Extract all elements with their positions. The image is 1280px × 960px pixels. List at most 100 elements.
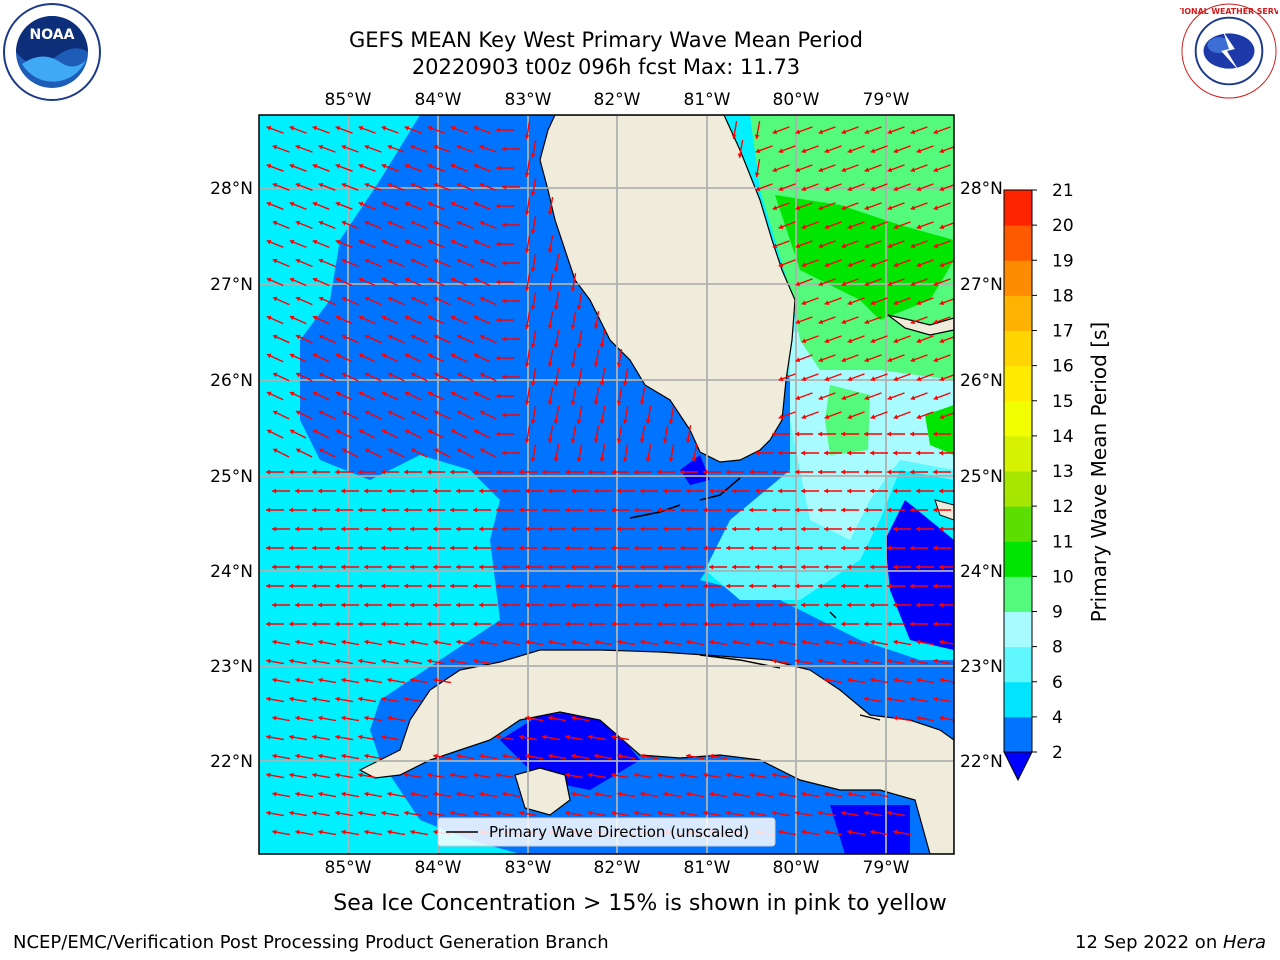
wave-direction-arrowhead bbox=[657, 583, 662, 589]
wave-direction-arrowhead bbox=[312, 391, 318, 397]
colorbar-tick-label: 15 bbox=[1052, 392, 1074, 412]
wave-direction-arrowhead bbox=[364, 715, 369, 721]
wave-direction-arrowhead bbox=[450, 353, 456, 359]
wave-direction-arrowhead bbox=[272, 639, 277, 645]
wave-direction-arrowhead bbox=[870, 224, 876, 230]
wave-direction-arrowhead bbox=[502, 260, 507, 266]
wave-direction-arrowhead bbox=[818, 507, 823, 513]
wave-direction-arrowhead bbox=[778, 262, 784, 268]
footer-date: 12 Sep 2022 on bbox=[1075, 932, 1223, 953]
wave-direction-arrowhead bbox=[939, 715, 944, 721]
wave-direction-arrowhead bbox=[341, 715, 346, 721]
wave-direction-arrowhead bbox=[686, 753, 691, 759]
wave-direction-arrowhead bbox=[732, 639, 737, 645]
wave-direction-arrowhead bbox=[364, 602, 369, 608]
wave-direction-arrowhead bbox=[818, 319, 824, 325]
wave-direction-arrowhead bbox=[525, 564, 530, 570]
wave-direction-arrowhead bbox=[295, 488, 300, 494]
wave-direction-arrowhead bbox=[801, 488, 806, 494]
wave-direction-arrowhead bbox=[456, 220, 462, 226]
wave-direction-arrowhead bbox=[778, 450, 783, 456]
wave-direction-arrowhead bbox=[312, 125, 318, 131]
wave-direction-arrowhead bbox=[933, 469, 938, 475]
wave-direction-arrowhead bbox=[703, 772, 708, 778]
wave-direction-arrowhead bbox=[364, 488, 369, 494]
wave-direction-arrowhead bbox=[686, 488, 691, 494]
wave-direction-arrowhead bbox=[570, 362, 576, 367]
wave-direction-arrowhead bbox=[410, 564, 415, 570]
lat-tick-right: 23°N bbox=[960, 657, 1003, 677]
wave-direction-arrowhead bbox=[565, 734, 570, 740]
wave-direction-arrowhead bbox=[691, 457, 697, 462]
wave-direction-arrowhead bbox=[502, 791, 507, 797]
wave-direction-arrowhead bbox=[427, 163, 433, 169]
wave-direction-arrowhead bbox=[387, 791, 392, 797]
wave-direction-arrowhead bbox=[266, 239, 272, 245]
wave-direction-arrowhead bbox=[801, 829, 806, 835]
lon-tick-bottom: 83°W bbox=[505, 858, 552, 878]
wave-direction-arrowhead bbox=[473, 507, 478, 513]
wave-direction-arrowhead bbox=[530, 229, 536, 234]
wave-direction-arrowhead bbox=[381, 583, 386, 589]
wave-direction-arrowhead bbox=[433, 296, 439, 302]
wave-direction-arrowhead bbox=[542, 583, 547, 589]
wave-direction-arrowhead bbox=[433, 526, 438, 532]
wave-direction-arrowhead bbox=[887, 243, 893, 249]
wave-direction-arrowhead bbox=[933, 545, 938, 551]
wave-direction-arrowhead bbox=[893, 488, 898, 494]
wave-direction-arrowhead bbox=[318, 144, 324, 150]
wave-direction-arrowhead bbox=[335, 583, 340, 589]
wave-direction-arrowhead bbox=[686, 564, 691, 570]
wave-direction-arrowhead bbox=[364, 526, 369, 532]
wave-direction-arrowhead bbox=[824, 186, 830, 192]
wave-direction-arrowhead bbox=[496, 734, 501, 740]
wave-direction-arrowhead bbox=[364, 677, 369, 683]
wave-direction-arrowhead bbox=[818, 658, 823, 664]
wave-direction-arrowhead bbox=[939, 677, 944, 683]
period-zone-under-2-east bbox=[885, 500, 954, 650]
wave-direction-arrowhead bbox=[841, 205, 847, 211]
wave-direction-arrowhead bbox=[749, 545, 754, 551]
wave-direction-arrowhead bbox=[824, 414, 830, 420]
wave-direction-arrowhead bbox=[266, 391, 272, 397]
wave-direction-arrowhead bbox=[864, 621, 869, 627]
colorbar-swatch bbox=[1004, 400, 1032, 437]
wave-direction-arrowhead bbox=[473, 658, 478, 664]
wave-direction-arrowhead bbox=[272, 334, 278, 340]
wave-direction-arrowhead bbox=[588, 583, 593, 589]
wave-direction-arrowhead bbox=[335, 658, 340, 664]
wave-direction-arrowhead bbox=[524, 400, 530, 405]
nws-logo: NATIONAL WEATHER SERVICE bbox=[1180, 3, 1278, 99]
wave-direction-arrowhead bbox=[410, 829, 415, 835]
wave-direction-arrowhead bbox=[576, 305, 582, 310]
wave-direction-arrowhead bbox=[266, 353, 272, 359]
wave-direction-arrowhead bbox=[622, 419, 628, 424]
wave-direction-arrowhead bbox=[818, 129, 824, 135]
wave-direction-arrowhead bbox=[451, 429, 456, 434]
wave-direction-arrowhead bbox=[772, 469, 777, 475]
wave-direction-arrowhead bbox=[755, 602, 760, 608]
wave-direction-arrowhead bbox=[939, 224, 945, 230]
wave-direction-arrowhead bbox=[381, 469, 386, 475]
wave-direction-arrowhead bbox=[381, 810, 386, 816]
wave-direction-arrowhead bbox=[864, 319, 870, 325]
wave-direction-arrowhead bbox=[530, 381, 536, 386]
wave-direction-arrowhead bbox=[755, 488, 760, 494]
wave-direction-arrowhead bbox=[893, 414, 899, 420]
wave-direction-arrowhead bbox=[547, 438, 553, 443]
wave-direction-arrowhead bbox=[887, 431, 892, 437]
wave-direction-arrowhead bbox=[289, 583, 294, 589]
wave-direction-arrowhead bbox=[479, 564, 484, 570]
colorbar-tick-label: 21 bbox=[1052, 181, 1074, 201]
wave-direction-arrowhead bbox=[588, 507, 593, 513]
wave-direction-arrowhead bbox=[410, 791, 415, 797]
wave-direction-arrowhead bbox=[427, 353, 433, 359]
wave-direction-arrowhead bbox=[433, 791, 438, 797]
wave-direction-arrowhead bbox=[754, 134, 760, 139]
wave-direction-arrowhead bbox=[502, 298, 507, 304]
wave-direction-arrowhead bbox=[502, 488, 507, 494]
wave-direction-arrowhead bbox=[910, 621, 915, 627]
period-zone-8-9 bbox=[790, 330, 954, 540]
wave-direction-arrowhead bbox=[358, 315, 364, 321]
wave-direction-arrowhead bbox=[824, 300, 830, 306]
